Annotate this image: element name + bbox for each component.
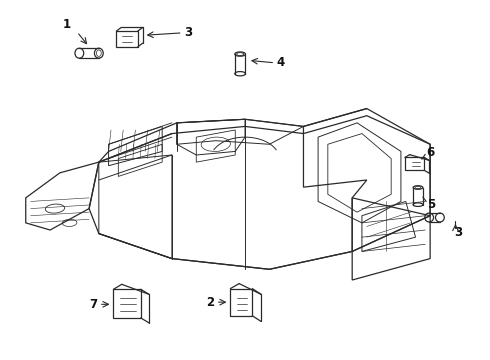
Text: 3: 3	[184, 26, 192, 39]
Text: 6: 6	[426, 146, 434, 159]
Text: 3: 3	[454, 226, 463, 239]
Text: 7: 7	[89, 298, 98, 311]
Text: 2: 2	[206, 296, 214, 309]
Text: 5: 5	[427, 198, 435, 211]
Text: 4: 4	[277, 56, 285, 69]
Text: 1: 1	[63, 18, 71, 31]
